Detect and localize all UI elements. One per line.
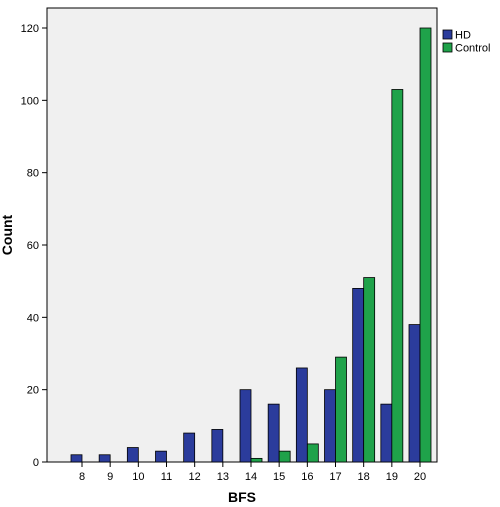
bar-hd-13 bbox=[211, 429, 224, 463]
bar-hd-14 bbox=[239, 389, 252, 463]
y-tick-label: 120 bbox=[21, 23, 39, 35]
bar-control-16 bbox=[306, 443, 319, 463]
x-axis: 8 9 10 11 12 13 14 15 16 17 18 19 20 bbox=[79, 462, 426, 483]
x-tick-label: 15 bbox=[273, 471, 285, 483]
x-tick-label: 9 bbox=[107, 471, 113, 483]
bar-hd-9 bbox=[98, 454, 111, 463]
bars-group bbox=[70, 27, 432, 463]
x-tick-label: 13 bbox=[217, 471, 229, 483]
y-tick-label: 100 bbox=[21, 95, 39, 107]
bar-hd-10 bbox=[126, 447, 139, 463]
bar-control-14 bbox=[250, 457, 263, 463]
legend-label-hd: HD bbox=[455, 30, 471, 42]
y-tick-label: 0 bbox=[33, 457, 39, 469]
x-tick-label: 11 bbox=[161, 471, 172, 483]
y-tick-label: 20 bbox=[27, 385, 39, 397]
x-tick-label: 19 bbox=[386, 471, 398, 483]
bar-hd-20 bbox=[408, 324, 421, 463]
bar-hd-8 bbox=[70, 454, 83, 463]
x-axis-title: BFS bbox=[228, 489, 256, 505]
bar-hd-18 bbox=[352, 287, 365, 463]
y-tick-label: 40 bbox=[27, 312, 39, 324]
bar-hd-11 bbox=[155, 450, 167, 463]
x-tick-label: 16 bbox=[301, 471, 313, 483]
x-tick-label: 20 bbox=[414, 471, 426, 483]
x-tick-label: 18 bbox=[358, 471, 370, 483]
x-tick-label: 8 bbox=[79, 471, 85, 483]
y-axis: 0 20 40 60 80 100 120 bbox=[21, 23, 47, 469]
bar-control-17 bbox=[335, 356, 347, 463]
bar-control-19 bbox=[391, 89, 404, 463]
bar-hd-17 bbox=[324, 389, 336, 463]
x-tick-label: 12 bbox=[189, 471, 201, 483]
x-tick-label: 17 bbox=[329, 471, 341, 483]
legend-label-control: Control bbox=[455, 43, 490, 55]
bar-hd-12 bbox=[183, 432, 196, 463]
x-tick-label: 10 bbox=[132, 471, 144, 483]
bar-hd-16 bbox=[295, 367, 308, 463]
y-tick-label: 80 bbox=[27, 168, 39, 180]
bar-hd-15 bbox=[267, 403, 280, 463]
bar-control-18 bbox=[363, 277, 376, 463]
bar-control-15 bbox=[278, 450, 291, 463]
legend-swatch-control bbox=[442, 42, 453, 53]
y-axis-title: Count bbox=[0, 214, 15, 255]
bar-hd-19 bbox=[380, 403, 393, 463]
legend-swatch-hd bbox=[442, 29, 453, 40]
bar-control-20 bbox=[419, 27, 432, 463]
y-tick-label: 60 bbox=[27, 240, 39, 252]
x-tick-label: 14 bbox=[245, 471, 257, 483]
